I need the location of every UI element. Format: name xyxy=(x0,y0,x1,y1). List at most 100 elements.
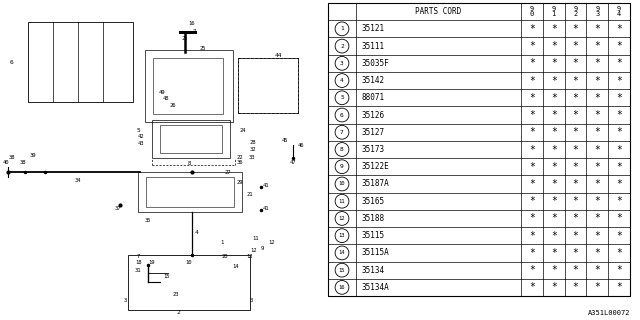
Text: 35127: 35127 xyxy=(361,128,384,137)
Circle shape xyxy=(335,74,349,87)
Bar xyxy=(145,50,233,122)
Text: 28: 28 xyxy=(250,140,257,145)
Text: *: * xyxy=(573,231,579,241)
Text: *: * xyxy=(616,127,622,137)
Text: *: * xyxy=(529,41,535,51)
Text: 24: 24 xyxy=(240,127,246,132)
Text: *: * xyxy=(595,145,600,155)
Text: 15: 15 xyxy=(339,268,345,273)
Circle shape xyxy=(335,143,349,156)
Text: 8: 8 xyxy=(188,161,191,165)
Text: *: * xyxy=(573,162,579,172)
Text: 33: 33 xyxy=(249,155,255,159)
Text: 25: 25 xyxy=(200,45,207,51)
Text: 2: 2 xyxy=(340,44,344,49)
Bar xyxy=(28,22,133,102)
Text: *: * xyxy=(616,265,622,275)
Text: 13: 13 xyxy=(339,233,345,238)
Text: *: * xyxy=(616,93,622,103)
Text: *: * xyxy=(573,145,579,155)
Text: 3: 3 xyxy=(124,298,127,302)
Text: *: * xyxy=(616,162,622,172)
Text: 18: 18 xyxy=(135,260,141,266)
Text: 10: 10 xyxy=(339,181,345,187)
Text: 16: 16 xyxy=(188,20,195,26)
Text: *: * xyxy=(551,213,557,223)
Text: *: * xyxy=(529,145,535,155)
Text: *: * xyxy=(616,248,622,258)
Text: *: * xyxy=(551,179,557,189)
Text: 6: 6 xyxy=(340,113,344,117)
Text: *: * xyxy=(616,58,622,68)
Circle shape xyxy=(335,281,349,294)
Text: *: * xyxy=(595,231,600,241)
Text: *: * xyxy=(595,265,600,275)
Text: *: * xyxy=(529,127,535,137)
Text: 1: 1 xyxy=(340,26,344,31)
Text: 38: 38 xyxy=(20,159,26,164)
Text: *: * xyxy=(573,282,579,292)
Text: 48: 48 xyxy=(163,95,170,100)
Text: *: * xyxy=(551,110,557,120)
Text: *: * xyxy=(573,213,579,223)
Circle shape xyxy=(335,56,349,70)
Text: *: * xyxy=(551,145,557,155)
Text: 14: 14 xyxy=(339,251,345,255)
Text: *: * xyxy=(551,282,557,292)
Text: 15: 15 xyxy=(163,275,170,279)
Text: *: * xyxy=(529,76,535,85)
Text: *: * xyxy=(595,179,600,189)
Text: *: * xyxy=(529,93,535,103)
Circle shape xyxy=(335,108,349,122)
Text: *: * xyxy=(616,24,622,34)
Text: *: * xyxy=(529,213,535,223)
Text: 31: 31 xyxy=(135,268,141,273)
Text: 43: 43 xyxy=(138,140,145,146)
Text: 35187A: 35187A xyxy=(361,180,388,188)
Text: *: * xyxy=(551,58,557,68)
Text: *: * xyxy=(573,41,579,51)
Text: *: * xyxy=(573,127,579,137)
Text: 41: 41 xyxy=(263,205,269,211)
Text: *: * xyxy=(616,213,622,223)
Text: 20: 20 xyxy=(222,254,228,260)
Text: 37: 37 xyxy=(115,205,122,211)
Text: *: * xyxy=(551,93,557,103)
Text: 9
2: 9 2 xyxy=(573,6,578,17)
Text: 2: 2 xyxy=(176,309,180,315)
Text: 38: 38 xyxy=(9,155,15,159)
Text: *: * xyxy=(529,58,535,68)
Text: *: * xyxy=(529,196,535,206)
Text: *: * xyxy=(573,24,579,34)
Text: *: * xyxy=(595,110,600,120)
Text: *: * xyxy=(616,145,622,155)
Text: 35115A: 35115A xyxy=(361,248,388,257)
Text: 35142: 35142 xyxy=(361,76,384,85)
Circle shape xyxy=(335,125,349,139)
Text: 21: 21 xyxy=(247,193,253,197)
Text: 35122E: 35122E xyxy=(361,162,388,171)
Text: *: * xyxy=(595,248,600,258)
Text: 5: 5 xyxy=(340,95,344,100)
Text: 22: 22 xyxy=(237,155,243,159)
Text: 45: 45 xyxy=(282,138,289,142)
Circle shape xyxy=(335,39,349,53)
Text: PARTS CORD: PARTS CORD xyxy=(415,7,461,16)
Text: *: * xyxy=(551,248,557,258)
Text: *: * xyxy=(616,282,622,292)
Text: *: * xyxy=(529,110,535,120)
Text: 23: 23 xyxy=(173,292,179,298)
Bar xyxy=(153,58,223,114)
Text: *: * xyxy=(573,110,579,120)
Text: *: * xyxy=(616,110,622,120)
Text: 3: 3 xyxy=(340,61,344,66)
Text: *: * xyxy=(616,41,622,51)
Text: 35035F: 35035F xyxy=(361,59,388,68)
Bar xyxy=(152,120,230,158)
Text: *: * xyxy=(573,196,579,206)
Text: *: * xyxy=(529,265,535,275)
Text: *: * xyxy=(573,265,579,275)
Text: 9
1: 9 1 xyxy=(552,6,556,17)
Text: *: * xyxy=(595,282,600,292)
Text: 11: 11 xyxy=(252,236,259,241)
